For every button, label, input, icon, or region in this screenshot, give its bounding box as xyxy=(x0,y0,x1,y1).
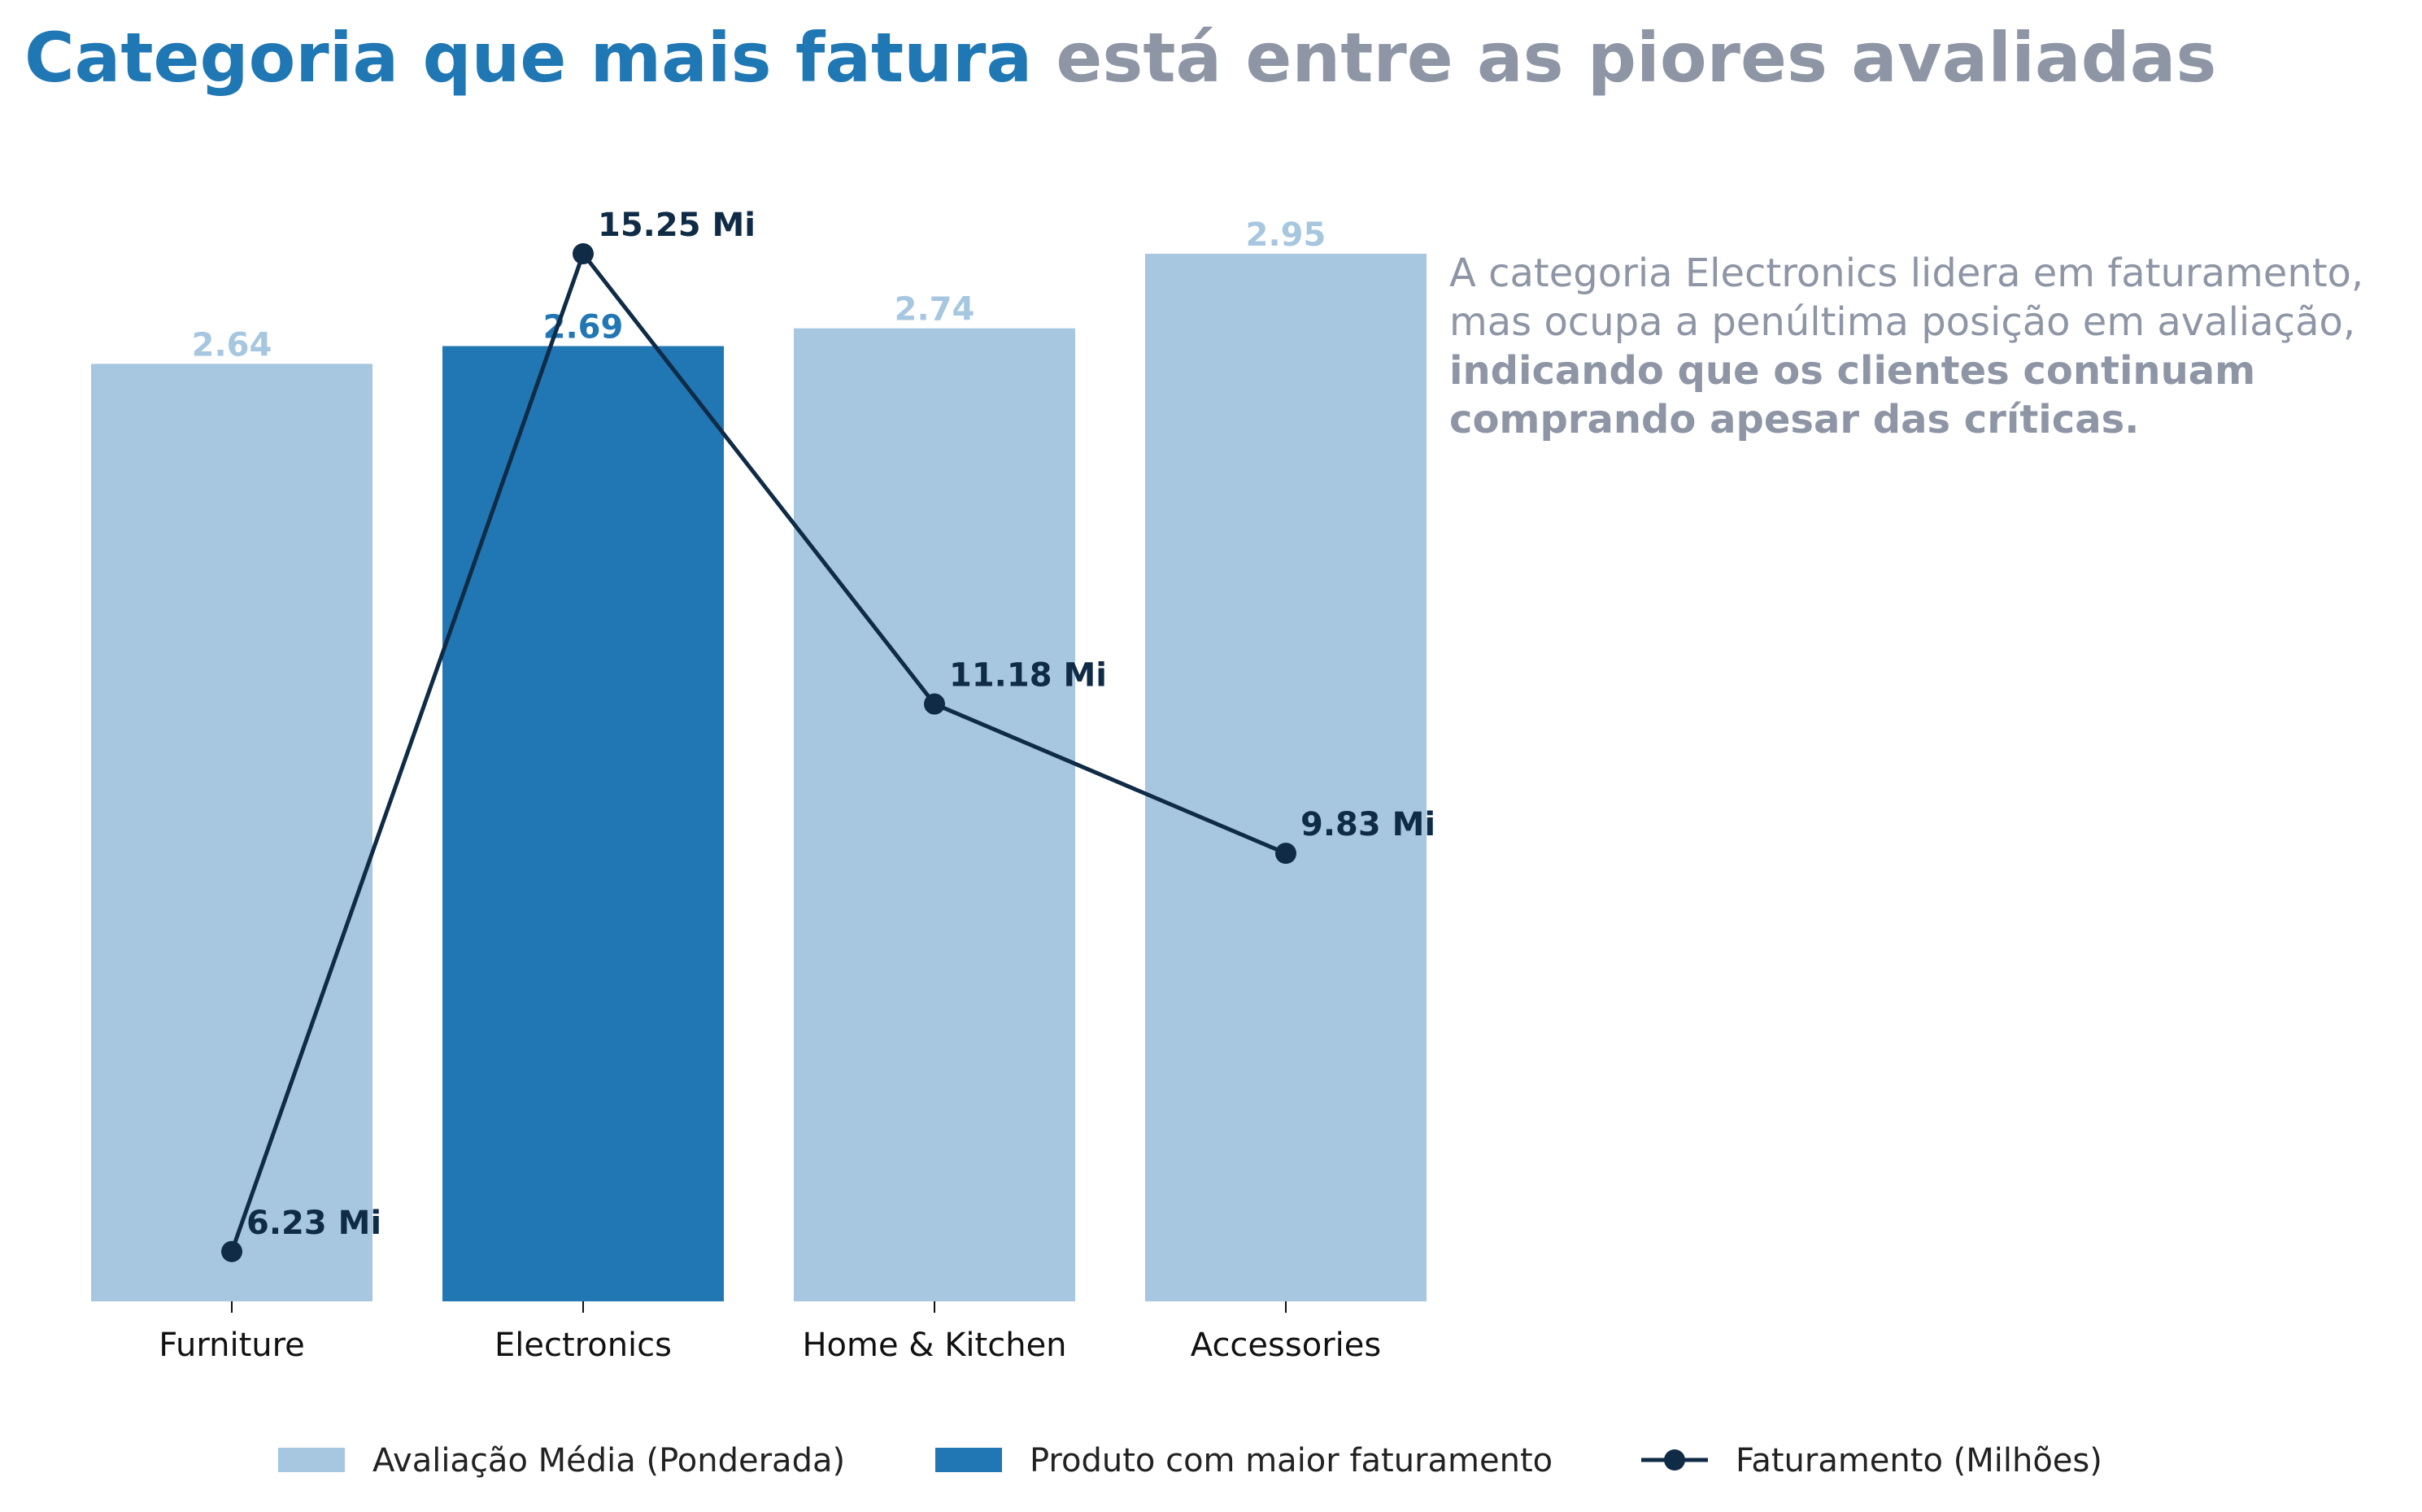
revenue-point xyxy=(221,1240,242,1262)
chart-title-rest: está entre as piores avaliadas xyxy=(1032,18,2216,98)
annotation-line-3: indicando que os clientes continuam xyxy=(1449,348,2255,394)
x-tick-label: Home & Kitchen xyxy=(802,1327,1066,1364)
bar-electronics xyxy=(442,346,724,1301)
chart-title-highlight: Categoria que mais fatura xyxy=(24,18,1032,98)
x-axis: Furniture Electronics Home & Kitchen Access… xyxy=(159,1301,1381,1364)
legend-label-highlight: Produto com maior faturamento xyxy=(1030,1442,1553,1479)
revenue-point xyxy=(924,693,945,715)
revenue-value-label: 11.18 Mi xyxy=(949,657,1107,695)
bars-group: 2.64 2.69 2.74 2.95 xyxy=(91,216,1427,1302)
revenue-value-label: 6.23 Mi xyxy=(246,1205,381,1242)
bar-value-label: 2.69 xyxy=(543,309,624,346)
legend-swatch-marker xyxy=(1664,1449,1685,1471)
legend-label-line: Faturamento (Milhões) xyxy=(1736,1442,2102,1479)
bar-value-label: 2.74 xyxy=(895,291,975,329)
revenue-value-label: 15.25 Mi xyxy=(598,207,756,244)
bar-accessories xyxy=(1145,254,1427,1301)
revenue-line xyxy=(229,251,1287,1253)
x-tick-label: Accessories xyxy=(1191,1327,1381,1364)
x-tick-label: Electronics xyxy=(494,1327,672,1364)
legend: Avaliação Média (Ponderada) Produto com … xyxy=(278,1442,2102,1479)
bar-value-label: 2.95 xyxy=(1246,216,1326,254)
bar-furniture xyxy=(91,364,372,1302)
annotation-line-1: A categoria Electronics lidera em fatura… xyxy=(1449,251,2363,296)
revenue-value-label: 9.83 Mi xyxy=(1300,806,1435,843)
revenue-point xyxy=(573,243,594,264)
x-tick-label: Furniture xyxy=(159,1327,305,1364)
legend-label-bars: Avaliação Média (Ponderada) xyxy=(372,1442,845,1479)
legend-swatch-bars xyxy=(278,1448,345,1472)
revenue-line-group: 6.23 Mi 15.25 Mi 11.18 Mi 9.83 Mi xyxy=(221,207,1435,1262)
annotation-line-2: mas ocupa a penúltima posição em avaliaç… xyxy=(1449,299,2355,345)
annotation-line-4: comprando apesar das críticas. xyxy=(1449,397,2139,442)
annotation: A categoria Electronics lidera em fatura… xyxy=(1449,251,2363,442)
revenue-point xyxy=(1275,843,1296,865)
bar-value-label: 2.64 xyxy=(192,326,272,364)
chart-title: Categoria que mais fatura está entre as … xyxy=(24,18,2216,98)
legend-swatch-highlight xyxy=(935,1448,1002,1472)
bar-home-kitchen xyxy=(794,328,1075,1302)
